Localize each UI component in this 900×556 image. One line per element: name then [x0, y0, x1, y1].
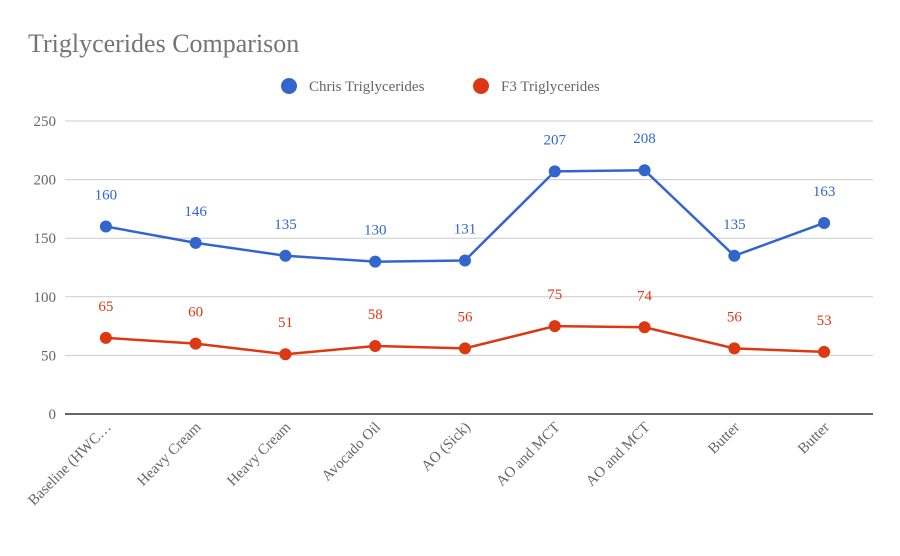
data-label: 51	[278, 315, 293, 331]
y-tick-label: 0	[49, 407, 57, 423]
data-point[interactable]	[728, 249, 741, 262]
data-label: 75	[547, 287, 562, 303]
data-point[interactable]	[638, 164, 651, 177]
x-tick-label: Heavy Cream	[224, 419, 294, 489]
data-point[interactable]	[189, 236, 202, 249]
data-label: 131	[454, 221, 477, 237]
data-label: 207	[544, 132, 567, 148]
data-label: 163	[813, 184, 836, 200]
x-tick-label: Butter	[705, 420, 743, 458]
x-tick-label: AO and MCT	[493, 420, 563, 490]
y-tick-label: 150	[34, 231, 57, 247]
series-line	[105, 168, 825, 263]
data-label: 53	[817, 313, 832, 329]
data-label: 60	[188, 305, 203, 321]
data-label: 208	[633, 131, 656, 147]
data-point[interactable]	[818, 216, 831, 229]
data-label: 58	[368, 307, 383, 323]
data-label: 135	[723, 217, 746, 233]
x-tick-label: Baseline (HWC…	[25, 420, 114, 509]
data-label: 130	[364, 223, 387, 239]
y-tick-label: 100	[34, 290, 57, 306]
x-tick-label: Butter	[795, 420, 833, 458]
y-tick-label: 250	[34, 114, 57, 130]
data-point[interactable]	[279, 348, 292, 361]
data-point[interactable]	[99, 331, 112, 344]
data-point[interactable]	[189, 337, 202, 350]
data-point[interactable]	[369, 340, 382, 353]
legend-marker-f3	[473, 78, 489, 94]
data-point[interactable]	[99, 220, 112, 233]
data-label: 135	[274, 217, 297, 233]
x-tick-label: Heavy Cream	[135, 419, 205, 489]
data-label: 146	[184, 204, 207, 220]
data-point[interactable]	[548, 165, 561, 178]
chart-title: Triglycerides Comparison	[28, 29, 299, 58]
data-point[interactable]	[638, 321, 651, 334]
x-tick-label: AO and MCT	[583, 420, 653, 490]
x-tick-label: Avocado Oil	[319, 420, 384, 485]
data-label: 160	[95, 187, 118, 203]
x-tick-label: AO (Sick)	[419, 420, 474, 475]
series-chris: 160 146 135 130 131 207 208 135 163	[95, 131, 836, 268]
legend-label-f3[interactable]: F3 Triglycerides	[501, 79, 600, 95]
data-label: 74	[637, 288, 653, 304]
data-label: 65	[98, 299, 113, 315]
data-point[interactable]	[459, 254, 471, 267]
data-point[interactable]	[728, 342, 741, 355]
legend-marker-chris	[281, 78, 297, 94]
legend: Chris Triglycerides F3 Triglycerides	[281, 78, 600, 95]
data-point[interactable]	[279, 249, 292, 262]
data-point[interactable]	[548, 320, 561, 333]
series-f3: 65 60 51 58 56 75 74 56 53	[98, 287, 832, 361]
y-tick-label: 200	[34, 173, 57, 189]
data-point[interactable]	[459, 342, 471, 355]
y-tick-label: 50	[41, 348, 56, 364]
data-point[interactable]	[818, 345, 831, 358]
data-label: 56	[727, 309, 743, 325]
legend-label-chris[interactable]: Chris Triglycerides	[309, 79, 425, 95]
data-label: 56	[458, 309, 474, 325]
data-point[interactable]	[369, 255, 382, 268]
